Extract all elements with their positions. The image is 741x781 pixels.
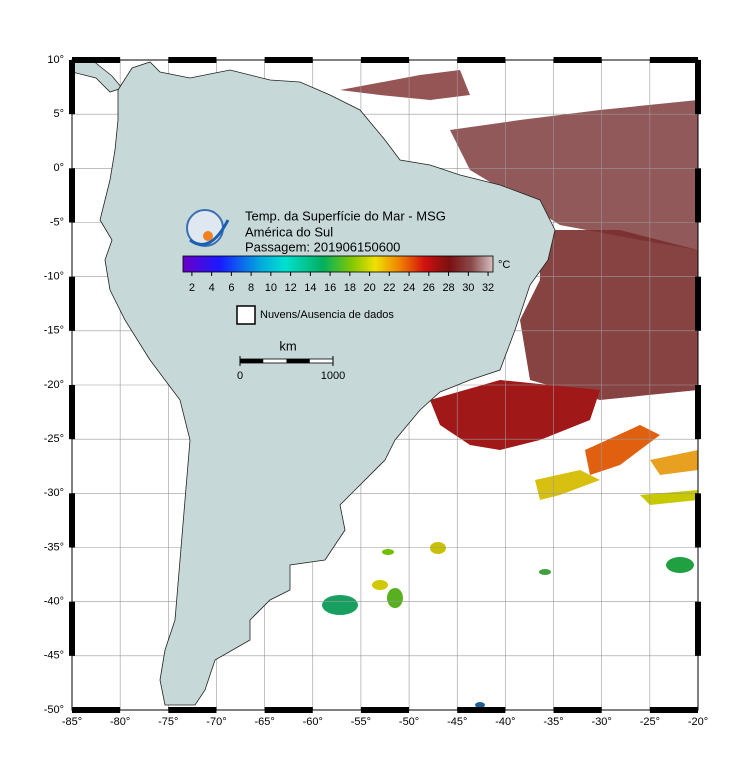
colorbar-tick-label: 8 <box>248 282 254 294</box>
frame-band <box>69 276 75 331</box>
x-tick-label: -45° <box>447 716 467 728</box>
frame-band <box>695 601 701 656</box>
colorbar-tick-label: 32 <box>482 282 494 294</box>
colorbar-tick-label: 22 <box>383 282 395 294</box>
frame-band <box>695 60 701 115</box>
colorbar-tick-label: 16 <box>324 282 336 294</box>
frame-band <box>360 707 410 713</box>
x-tick-label: -75° <box>158 716 178 728</box>
colorbar-tick-label: 24 <box>403 282 415 294</box>
frame-band <box>457 57 506 63</box>
y-tick-label: -30° <box>44 487 64 499</box>
sst-field <box>322 70 698 708</box>
title: Temp. da Superfície do Mar - MSG <box>245 208 446 223</box>
x-tick-label: -35° <box>543 716 563 728</box>
colorbar <box>182 255 494 273</box>
y-tick-label: 10° <box>47 54 64 66</box>
scalebar-label: 0 <box>237 370 243 382</box>
y-tick-label: -5° <box>50 216 64 228</box>
colorbar-tick-label: 14 <box>304 282 316 294</box>
x-tick-label: -85° <box>62 716 82 728</box>
frame-band <box>649 707 698 713</box>
y-tick-label: -15° <box>44 325 64 337</box>
frame-band <box>649 57 698 63</box>
scalebar-block <box>240 359 264 363</box>
frame-band <box>457 707 506 713</box>
frame-band <box>69 601 75 656</box>
x-tick-label: -40° <box>495 716 515 728</box>
y-tick-label: 5° <box>53 108 64 120</box>
colorbar-tick-label: 4 <box>209 282 215 294</box>
frame-band <box>168 57 217 63</box>
frame-band <box>264 57 313 63</box>
frame-band <box>553 707 602 713</box>
legend-swatch <box>236 305 256 325</box>
colorbar-tick-label: 10 <box>265 282 277 294</box>
y-tick-label: 0° <box>53 162 64 174</box>
colorbar-tick-label: 18 <box>344 282 356 294</box>
x-tick-label: -25° <box>640 716 660 728</box>
frame-band <box>695 168 701 223</box>
y-tick-label: -45° <box>44 650 64 662</box>
frame-band <box>69 493 75 548</box>
scalebar-unit: km <box>279 338 296 353</box>
colorbar-tick-label: 26 <box>423 282 435 294</box>
pass-time: Passagem: 201906150600 <box>245 239 400 254</box>
frame-band <box>69 385 75 440</box>
colorbar-tick-label: 20 <box>363 282 375 294</box>
x-tick-label: -60° <box>303 716 323 728</box>
frame-band <box>69 168 75 223</box>
colorbar-unit: °C <box>498 259 510 271</box>
frame-band <box>695 385 701 440</box>
legend-label: Nuvens/Ausencia de dados <box>260 309 394 321</box>
colorbar-tick-label: 12 <box>284 282 296 294</box>
x-tick-label: -80° <box>110 716 130 728</box>
x-tick-label: -65° <box>254 716 274 728</box>
y-tick-label: -35° <box>44 541 64 553</box>
scalebar-label: 1000 <box>321 370 345 382</box>
colorbar-tick-label: 6 <box>228 282 234 294</box>
frame-band <box>695 276 701 331</box>
logo <box>186 209 230 247</box>
y-tick-label: -40° <box>44 596 64 608</box>
frame-band <box>553 57 602 63</box>
frame-band <box>69 60 75 115</box>
subtitle: América do Sul <box>245 224 333 239</box>
y-tick-label: -20° <box>44 379 64 391</box>
x-tick-label: -50° <box>399 716 419 728</box>
frame-band <box>168 707 217 713</box>
x-tick-label: -20° <box>688 716 708 728</box>
frame-band <box>695 493 701 548</box>
y-tick-label: -25° <box>44 433 64 445</box>
colorbar-tick-label: 30 <box>462 282 474 294</box>
y-tick-label: -50° <box>44 704 64 716</box>
frame-band <box>360 57 410 63</box>
y-tick-label: -10° <box>44 271 64 283</box>
scalebar-block <box>286 359 310 363</box>
central-america <box>71 59 123 93</box>
colorbar-tick-label: 2 <box>189 282 195 294</box>
frame-band <box>264 707 313 713</box>
x-tick-label: -30° <box>592 716 612 728</box>
frame-band <box>72 707 121 713</box>
x-tick-label: -70° <box>206 716 226 728</box>
colorbar-tick-label: 28 <box>442 282 454 294</box>
x-tick-label: -55° <box>351 716 371 728</box>
frame-band <box>72 57 121 63</box>
